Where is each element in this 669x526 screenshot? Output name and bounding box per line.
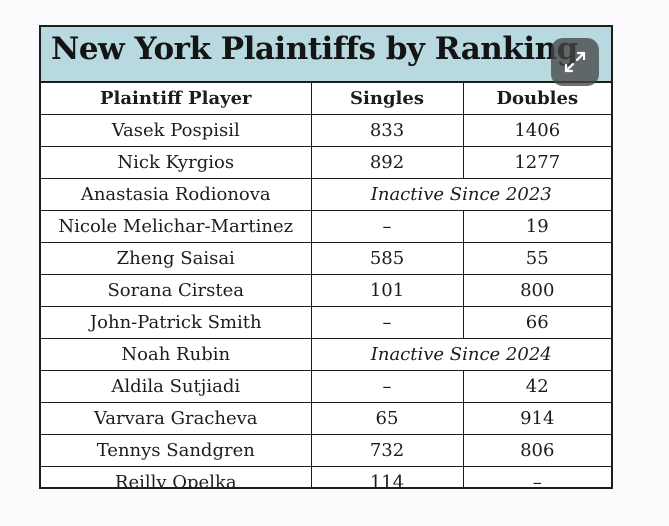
player-name-cell: Zheng Saisai [41, 242, 312, 275]
expand-button[interactable] [551, 38, 599, 86]
player-name-cell: Tennys Sandgren [41, 434, 312, 467]
table-row: Varvara Gracheva 65 914 [41, 402, 611, 435]
table-row: Zheng Saisai 585 55 [41, 242, 611, 275]
table-row: Noah Rubin Inactive Since 2024 [41, 338, 611, 371]
header-row: Plaintiff Player Singles Doubles [41, 83, 611, 115]
doubles-ranking-cell: 66 [463, 306, 611, 339]
doubles-ranking-cell: 55 [463, 242, 611, 275]
rankings-table-card: New York Plaintiffs by Ranking Plaintiff… [39, 25, 613, 489]
table-row: Tennys Sandgren 732 806 [41, 434, 611, 467]
rankings-table: Plaintiff Player Singles Doubles Vasek P… [41, 83, 611, 489]
table-row: Aldila Sutjiadi –42 [41, 370, 611, 403]
doubles-ranking-cell: 806 [463, 434, 611, 467]
singles-ranking-cell: – [311, 210, 464, 243]
singles-ranking-cell: 833 [311, 114, 464, 147]
title-bar: New York Plaintiffs by Ranking [41, 27, 611, 83]
singles-ranking-cell: – [311, 306, 464, 339]
header-player: Plaintiff Player [41, 83, 312, 115]
player-name-cell: John-Patrick Smith [41, 306, 312, 339]
singles-ranking-cell: 114 [311, 466, 464, 487]
player-name-cell: Reilly Opelka [41, 466, 312, 487]
doubles-ranking-cell: 800 [463, 274, 611, 307]
singles-ranking-cell: – [311, 370, 464, 403]
doubles-ranking-cell: – [532, 472, 542, 489]
player-name-cell: Aldila Sutjiadi [41, 370, 312, 403]
table-row: Nick Kyrgios 892 1277 [41, 146, 611, 179]
player-name-cell: Nicole Melichar-Martinez [41, 210, 312, 243]
table-row: John-Patrick Smith –66 [41, 306, 611, 339]
doubles-ranking-cell: 1277 [463, 146, 611, 179]
singles-ranking-cell: 892 [311, 146, 464, 179]
player-name-cell: Anastasia Rodionova [41, 178, 312, 211]
table-row: Vasek Pospisil 833 1406 [41, 114, 611, 147]
doubles-ranking-cell: 42 [463, 370, 611, 403]
inactive-note-cell: Inactive Since 2024 [311, 338, 611, 371]
player-name-cell: Varvara Gracheva [41, 402, 312, 435]
table-title: New York Plaintiffs by Ranking [51, 31, 578, 67]
player-name-cell: Sorana Cirstea [41, 274, 312, 307]
table-row: Nicole Melichar-Martinez –19 [41, 210, 611, 243]
player-name-cell: Nick Kyrgios [41, 146, 312, 179]
header-singles: Singles [311, 83, 464, 115]
table-body: Vasek Pospisil 833 1406 Nick Kyrgios 892 1277… [41, 114, 611, 489]
doubles-ranking-cell: 914 [463, 402, 611, 435]
table-row: Reilly Opelka 114 – [41, 466, 611, 489]
header-doubles: Doubles [463, 83, 611, 115]
doubles-ranking-cell: 1406 [463, 114, 611, 147]
player-name-cell: Noah Rubin [41, 338, 312, 371]
expand-arrows-icon [564, 51, 586, 73]
inactive-note-cell: Inactive Since 2023 [311, 178, 611, 211]
doubles-ranking-cell: 19 [463, 210, 611, 243]
singles-ranking-cell: 732 [311, 434, 464, 467]
singles-ranking-cell: 585 [311, 242, 464, 275]
singles-ranking-cell: 65 [311, 402, 464, 435]
table-row: Sorana Cirstea 101 800 [41, 274, 611, 307]
table-row: Anastasia Rodionova Inactive Since 2023 [41, 178, 611, 211]
singles-ranking-cell: 101 [311, 274, 464, 307]
player-name-cell: Vasek Pospisil [41, 114, 312, 147]
